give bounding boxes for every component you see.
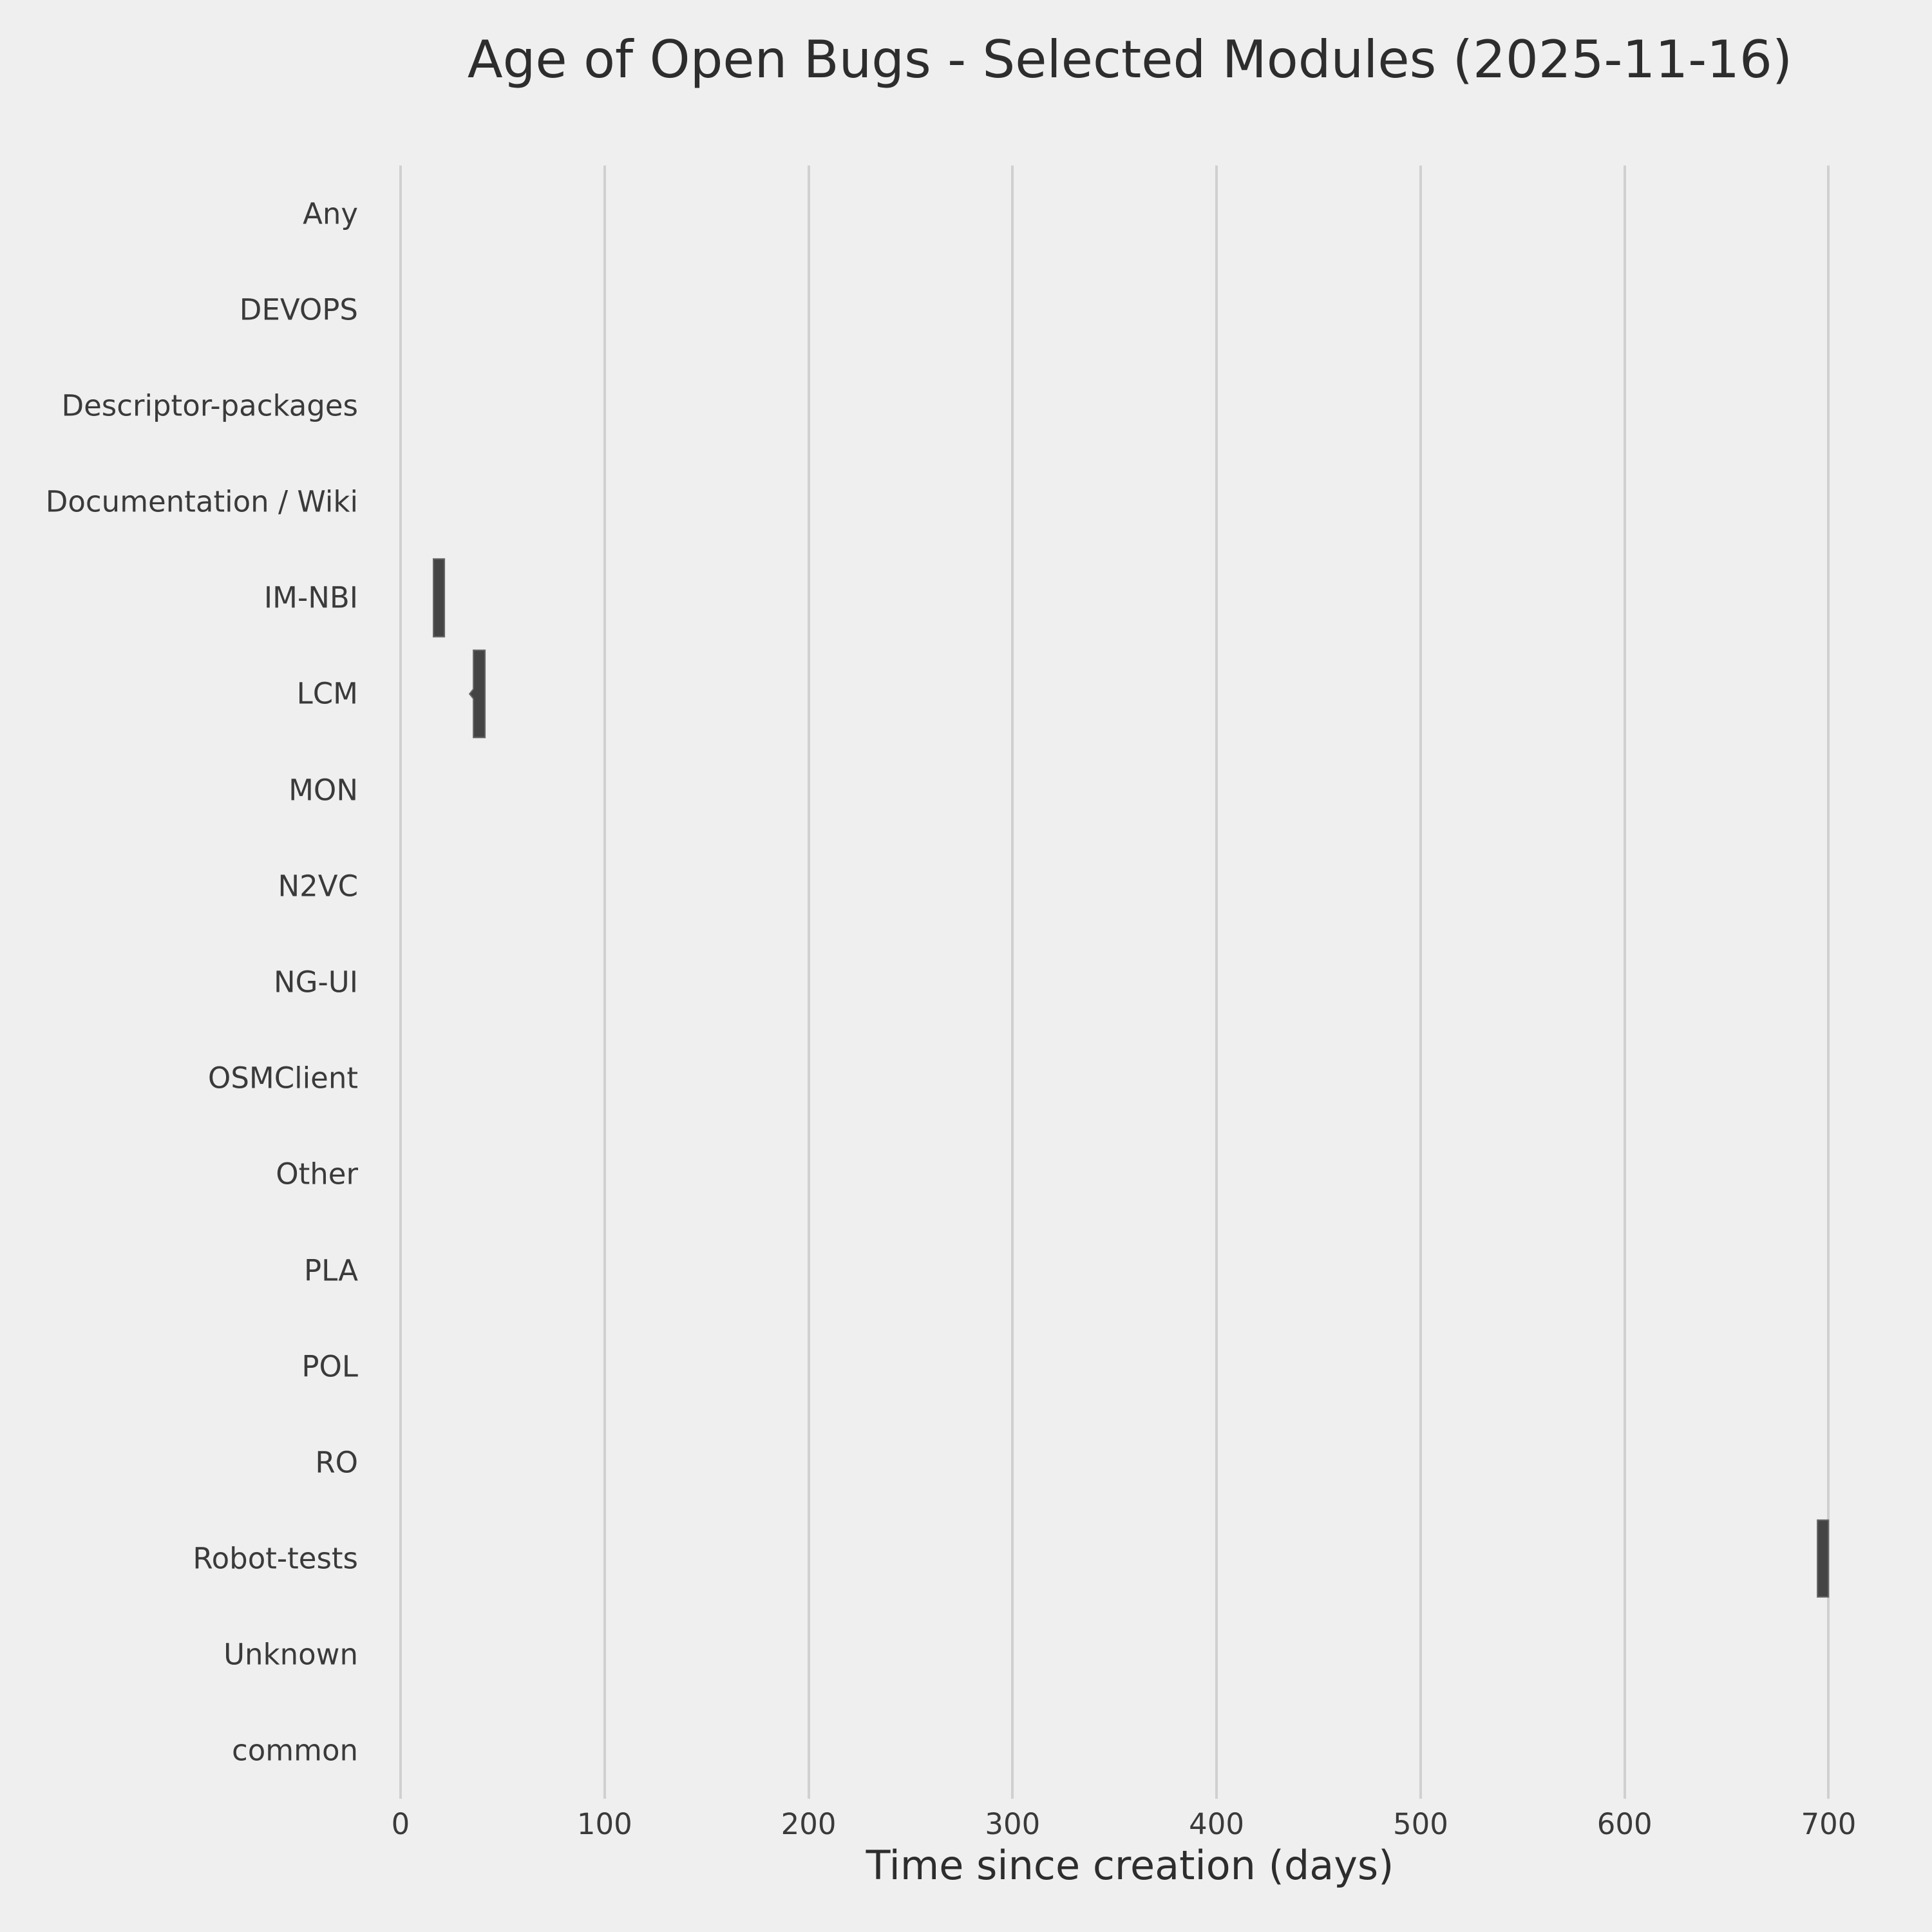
violin-im-nbi: [433, 558, 446, 638]
x-tick-label-100: 100: [576, 1807, 632, 1841]
violin-robot-tests: [1817, 1519, 1830, 1598]
y-tick-label: MON: [289, 773, 358, 808]
gridline-x-500: [1419, 166, 1422, 1799]
y-tick-label: common: [232, 1733, 358, 1768]
y-tick-label: NG-UI: [274, 965, 358, 999]
x-tick-label-400: 400: [1189, 1807, 1245, 1841]
gridlines-layer: [399, 166, 1859, 1799]
y-tick-label: Other: [276, 1157, 358, 1191]
y-tick-label: Any: [303, 196, 358, 231]
y-tick-label: IM-NBI: [263, 580, 358, 615]
gridline-x-700: [1827, 166, 1830, 1799]
y-tick-label: N2VC: [278, 869, 359, 904]
gridline-x-600: [1623, 166, 1626, 1799]
plot-area: [399, 166, 1859, 1799]
y-tick-label: DEVOPS: [239, 292, 358, 327]
y-tick-label: Documentation / Wiki: [45, 484, 358, 519]
x-tick-label-200: 200: [781, 1807, 837, 1841]
y-tick-label: LCM: [296, 676, 358, 711]
x-tick-label-300: 300: [985, 1807, 1041, 1841]
y-tick-label: Robot-tests: [193, 1541, 358, 1576]
gridline-x-200: [807, 166, 810, 1799]
x-tick-label-700: 700: [1801, 1807, 1857, 1841]
gridline-x-0: [399, 166, 402, 1799]
violin-lcm: [468, 649, 486, 739]
gridline-x-100: [603, 166, 606, 1799]
x-tick-label-500: 500: [1392, 1807, 1448, 1841]
y-tick-label: OSMClient: [207, 1061, 358, 1095]
x-tick-label-600: 600: [1596, 1807, 1653, 1841]
chart-title: Age of Open Bugs - Selected Modules (202…: [467, 30, 1793, 90]
y-tick-label: PLA: [303, 1253, 358, 1288]
y-tick-label: RO: [315, 1445, 358, 1480]
x-axis-title: Time since creation (days): [866, 1842, 1394, 1889]
x-tick-label-0: 0: [391, 1807, 410, 1841]
y-tick-label: Descriptor-packages: [61, 388, 358, 423]
gridline-x-400: [1215, 166, 1218, 1799]
gridline-x-300: [1011, 166, 1014, 1799]
y-axis-labels: Any DEVOPS Descriptor-packages Documentatio…: [0, 0, 358, 1932]
y-tick-label: Unknown: [223, 1637, 358, 1672]
violins-layer: [433, 558, 1830, 1598]
y-tick-label: POL: [301, 1349, 358, 1384]
